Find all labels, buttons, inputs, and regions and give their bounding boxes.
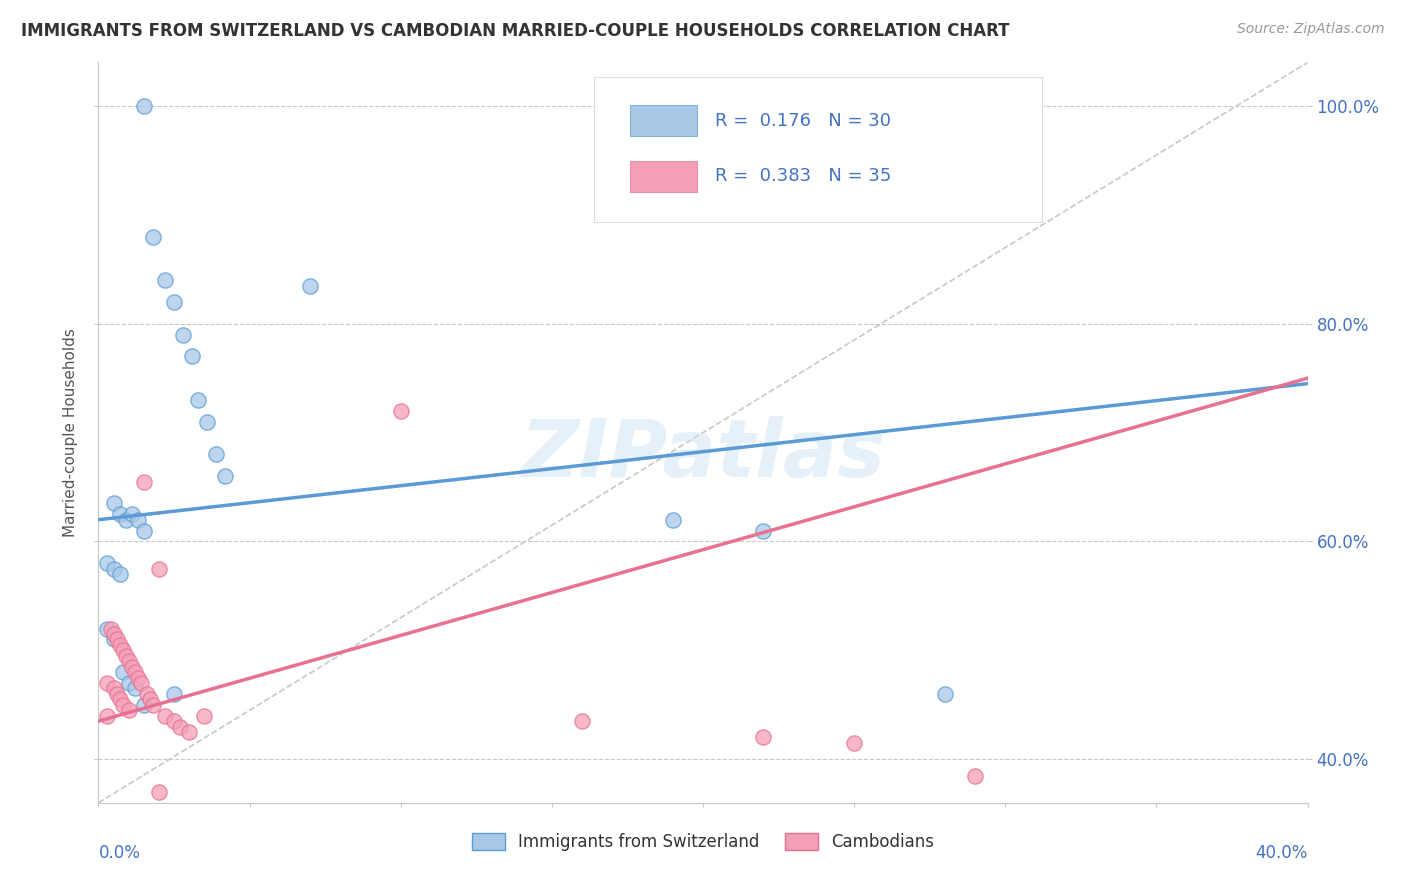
Point (103, 681, 125, 696)
Point (124, 665, 146, 680)
Point (193, 708, 215, 723)
Point (118, 676, 141, 690)
Text: IMMIGRANTS FROM SWITZERLAND VS CAMBODIAN MARRIED-COUPLE HOUSEHOLDS CORRELATION C: IMMIGRANTS FROM SWITZERLAND VS CAMBODIAN… (21, 22, 1010, 40)
Text: Source: ZipAtlas.com: Source: ZipAtlas.com (1237, 22, 1385, 37)
Point (103, 562, 125, 576)
Point (153, 708, 176, 723)
Point (103, 496, 125, 510)
Point (121, 508, 143, 522)
Point (163, 295, 186, 310)
Point (153, 273, 176, 287)
Point (105, 632, 128, 647)
Point (114, 513, 136, 527)
Point (96, 708, 118, 723)
Point (135, 687, 157, 701)
Y-axis label: Married-couple Households: Married-couple Households (63, 328, 79, 537)
Point (195, 415, 218, 429)
Bar (630, 161, 697, 192)
Point (132, 524, 155, 538)
Point (108, 638, 131, 652)
Point (108, 692, 131, 706)
Point (96, 676, 118, 690)
Point (111, 643, 134, 657)
Point (129, 676, 152, 690)
Point (214, 469, 236, 483)
Point (103, 627, 125, 641)
Point (100, 622, 122, 636)
Point (127, 671, 149, 685)
Point (172, 327, 194, 342)
Point (118, 654, 141, 668)
Point (934, 687, 956, 701)
Text: 40.0%: 40.0% (1256, 844, 1308, 862)
Point (111, 698, 134, 712)
Point (108, 567, 131, 582)
Point (752, 731, 775, 745)
Point (148, 785, 170, 799)
Point (132, 475, 155, 489)
Point (96, 622, 118, 636)
Point (181, 350, 204, 364)
Point (187, 392, 209, 407)
Point (752, 524, 775, 538)
Point (108, 508, 131, 522)
Text: R =  0.176   N = 30: R = 0.176 N = 30 (716, 112, 891, 130)
Point (132, 698, 155, 712)
Point (661, 513, 683, 527)
Point (111, 665, 134, 680)
Point (965, 768, 987, 782)
Bar (630, 105, 697, 136)
Point (163, 687, 186, 701)
Point (118, 703, 141, 717)
Point (121, 659, 143, 673)
Point (96, 556, 118, 570)
Point (844, 736, 866, 750)
Point (114, 648, 136, 663)
Point (103, 632, 125, 647)
Point (127, 513, 149, 527)
Point (142, 229, 165, 244)
Point (142, 698, 165, 712)
Point (299, 278, 322, 293)
Text: ZIPatlas: ZIPatlas (520, 416, 886, 494)
Point (132, 99, 155, 113)
Text: 0.0%: 0.0% (98, 844, 141, 862)
Point (179, 725, 201, 739)
Point (389, 404, 412, 418)
FancyBboxPatch shape (595, 78, 1042, 221)
Point (163, 714, 186, 728)
Point (205, 447, 228, 461)
Point (148, 562, 170, 576)
Point (163, 823, 186, 838)
Legend: Immigrants from Switzerland, Cambodians: Immigrants from Switzerland, Cambodians (465, 826, 941, 857)
Point (169, 720, 191, 734)
Point (124, 681, 146, 696)
Point (571, 714, 593, 728)
Text: R =  0.383   N = 35: R = 0.383 N = 35 (716, 168, 891, 186)
Point (105, 687, 128, 701)
Point (139, 692, 162, 706)
